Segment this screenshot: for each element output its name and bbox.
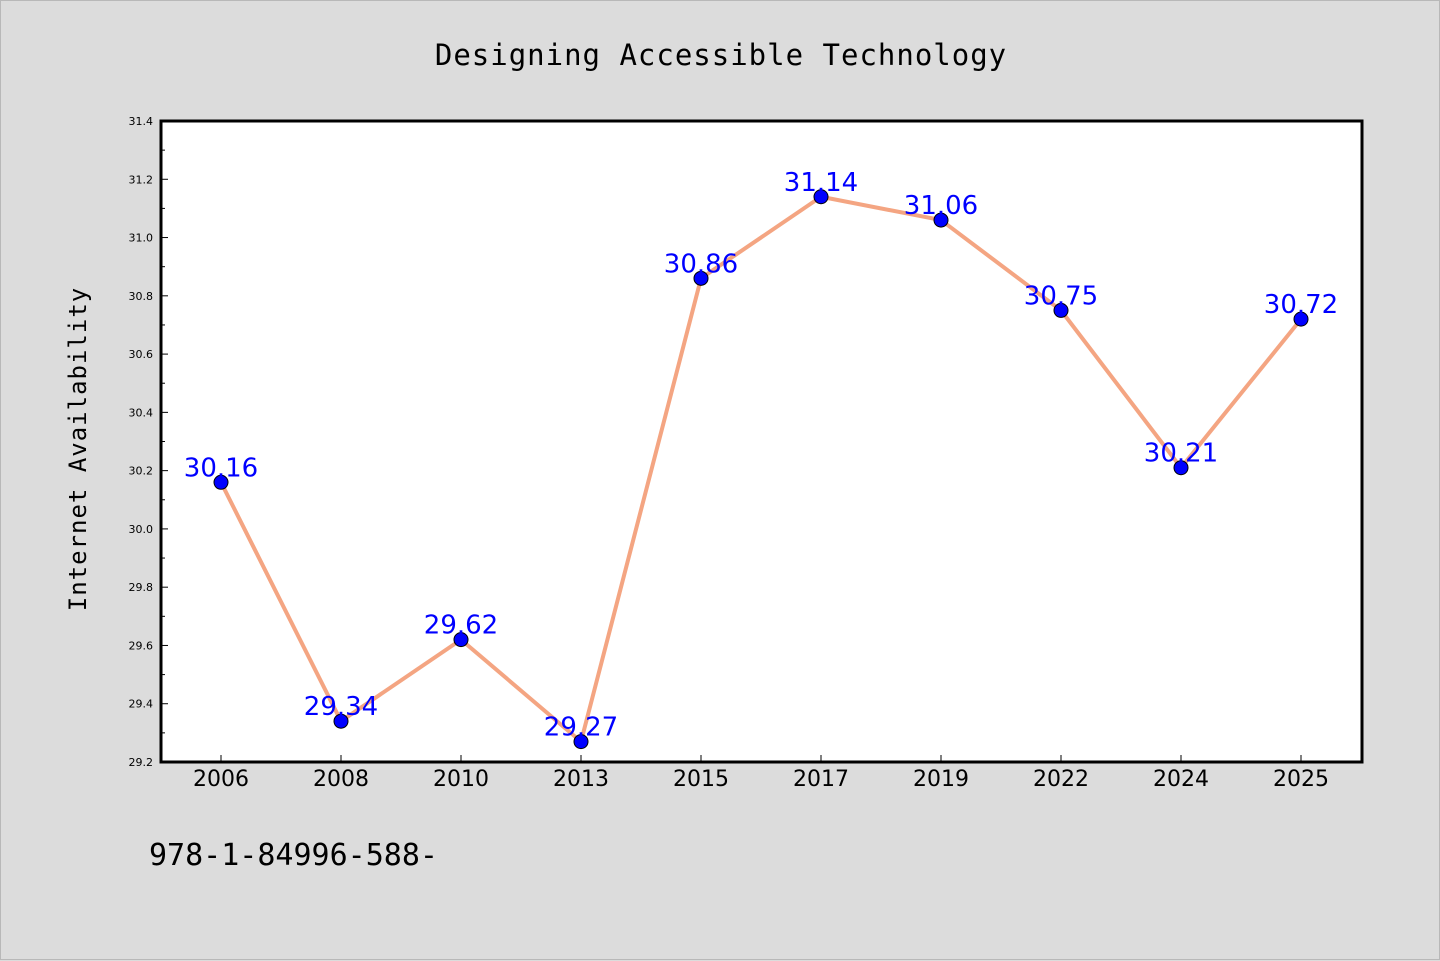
x-axis: 2006 2008 2010 2013 2015 2017 2019 2022 2024 2025: [193, 755, 1329, 792]
data-point: [693, 270, 709, 286]
data-label: 30.86: [664, 249, 738, 279]
data-point: [213, 474, 229, 490]
x-tick-label: 2025: [1273, 767, 1329, 792]
data-point: [933, 212, 949, 228]
y-tick-label: 30.6: [129, 348, 154, 361]
data-label: 29.27: [544, 713, 618, 743]
series-line: [219, 194, 1303, 744]
y-tick-label: 31.4: [129, 115, 154, 128]
chart-title: Designing Accessible Technology: [435, 38, 1007, 72]
y-axis: 29.2 29.4 29.6 29.8 30.0 30.2 30.4 30.6 30.8 31.0…: [129, 115, 168, 769]
x-tick-label: 2013: [553, 767, 609, 792]
y-tick-label: 29.2: [129, 756, 154, 769]
y-tick-label: 29.4: [129, 698, 154, 711]
data-point: [1293, 311, 1309, 327]
data-point: [453, 632, 469, 648]
y-tick-label: 31.2: [129, 173, 154, 186]
footer-text: 978-1-84996-588-: [149, 838, 438, 873]
data-label: 31.14: [784, 168, 858, 198]
y-tick-label: 29.8: [129, 581, 154, 594]
y-tick-label: 29.6: [129, 639, 154, 652]
data-label: 31.06: [904, 191, 978, 221]
x-tick-label: 2008: [313, 767, 369, 792]
x-tick-label: 2022: [1033, 767, 1089, 792]
y-tick-label: 30.4: [129, 406, 154, 419]
data-point: [1053, 302, 1069, 318]
x-tick-label: 2010: [433, 767, 489, 792]
data-point: [333, 713, 349, 729]
data-point: [1173, 460, 1189, 476]
x-tick-label: 2024: [1153, 767, 1209, 792]
data-point: [813, 189, 829, 205]
x-tick-label: 2019: [913, 767, 969, 792]
x-tick-label: 2006: [193, 767, 249, 792]
y-tick-label: 30.0: [129, 523, 154, 536]
data-label: 30.72: [1264, 290, 1338, 320]
x-tick-label: 2015: [673, 767, 729, 792]
data-label: 30.21: [1144, 439, 1218, 469]
data-point: [573, 734, 589, 750]
x-tick-label: 2017: [793, 767, 849, 792]
data-series: 30.16 29.34 29.62 29.27 30.86 31.14 31.06 30.75…: [184, 168, 1338, 750]
y-tick-label: 31.0: [129, 232, 154, 245]
data-label: 30.75: [1024, 281, 1098, 311]
y-tick-label: 30.8: [129, 290, 154, 303]
y-tick-label: 30.2: [129, 465, 154, 478]
data-label: 29.62: [424, 611, 498, 641]
data-label: 30.16: [184, 453, 258, 483]
y-axis-label: Internet Availability: [64, 287, 92, 611]
data-label: 29.34: [304, 692, 378, 722]
